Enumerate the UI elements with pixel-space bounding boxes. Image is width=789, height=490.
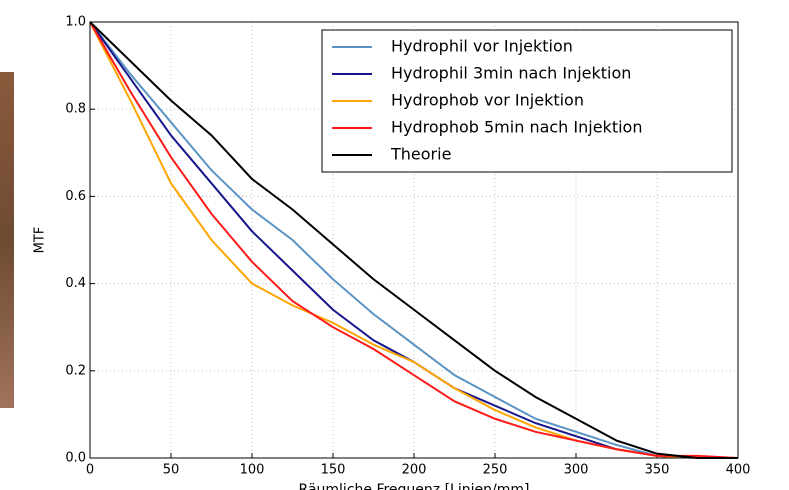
y-axis-label: MTF <box>33 227 48 254</box>
x-tick-label: 50 <box>163 463 180 478</box>
x-axis-label: Räumliche Frequenz [Linien/mm] <box>299 482 530 490</box>
y-tick-label: 0.6 <box>65 189 86 204</box>
plot-frame <box>89 21 739 459</box>
x-tick-label: 250 <box>483 463 508 478</box>
y-tick-label: 0.8 <box>65 102 86 117</box>
legend-box <box>321 29 733 173</box>
x-tick-label: 200 <box>402 463 427 478</box>
lines <box>89 21 739 459</box>
legend-label: Hydrophob 5min nach Injektion <box>391 118 642 137</box>
x-tick-label: 0 <box>86 463 94 478</box>
series-line <box>89 21 738 459</box>
series-line <box>89 21 738 459</box>
photo-fragment <box>0 72 14 408</box>
legend-label: Hydrophob vor Injektion <box>391 91 584 110</box>
legend-label: Hydrophil 3min nach Injektion <box>391 64 631 83</box>
x-tick-label: 150 <box>321 463 346 478</box>
legend-label: Theorie <box>390 145 451 164</box>
y-tick-label: 0.0 <box>65 451 86 466</box>
y-tick-label: 1.0 <box>65 15 86 30</box>
x-tick-label: 350 <box>645 463 670 478</box>
series-line <box>89 21 739 459</box>
x-tick-label: 100 <box>240 463 265 478</box>
y-tick-label: 0.4 <box>65 276 86 291</box>
x-tick-label: 300 <box>564 463 589 478</box>
y-tick-label: 0.2 <box>65 363 86 378</box>
legend-label: Hydrophil vor Injektion <box>391 37 573 56</box>
legend: Hydrophil vor Injektion Hydrophil 3min na… <box>321 29 733 173</box>
x-tick-label: 400 <box>726 463 751 478</box>
